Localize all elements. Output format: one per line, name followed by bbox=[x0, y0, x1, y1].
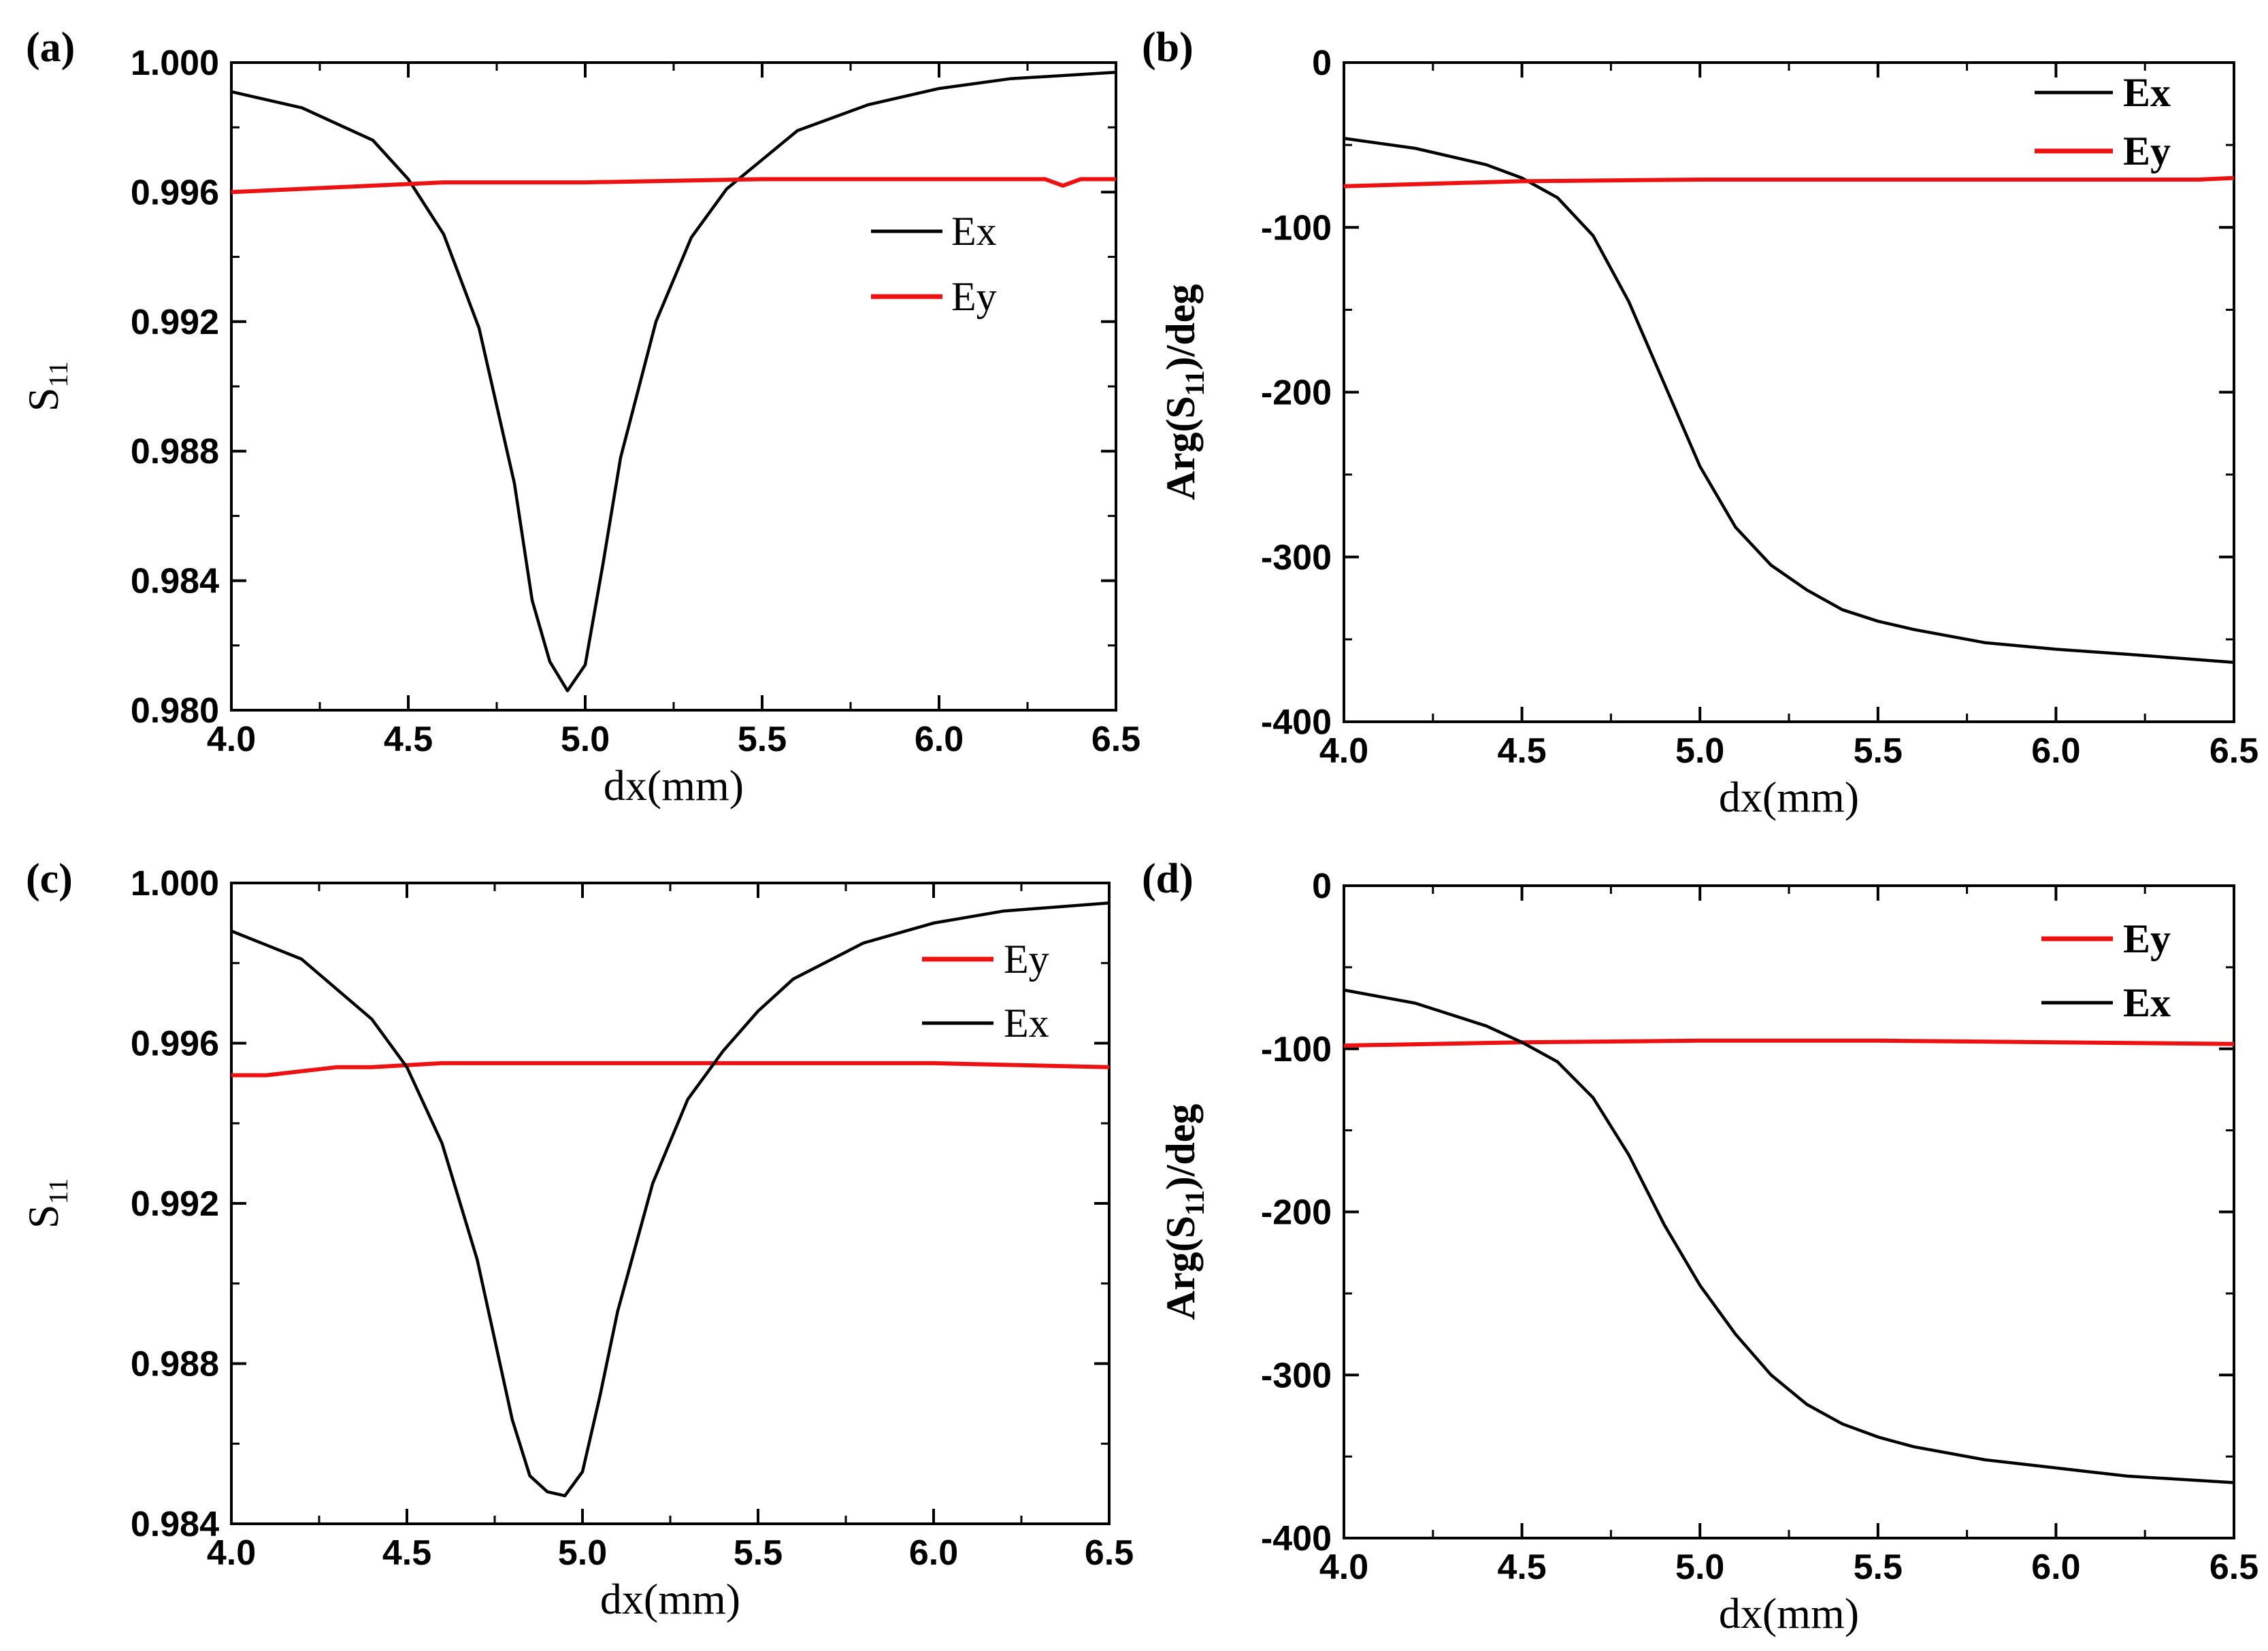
legend-label-ex: Ex bbox=[1004, 1001, 1049, 1046]
x-tick-label: 4.0 bbox=[207, 720, 256, 759]
series-line-ey bbox=[231, 1061, 1110, 1078]
y-tick-label: 0.992 bbox=[131, 303, 219, 342]
panel-d: 4.0 4.5 5.0 5.5 6.0 6.5 -400 -300 -200 -100 0 dx(mm… bbox=[1142, 856, 2258, 1637]
y-tick-label: 0.992 bbox=[131, 1184, 219, 1224]
panel-label: (b) bbox=[1142, 24, 1194, 71]
y-tick-label: -100 bbox=[1261, 208, 1332, 248]
x-tick-label: 5.0 bbox=[561, 720, 610, 759]
x-axis-title: dx(mm) bbox=[604, 761, 744, 810]
x-tick-label: 6.5 bbox=[2209, 731, 2258, 771]
series-line-ex bbox=[1343, 137, 2235, 665]
series-line-ey bbox=[1343, 1038, 2235, 1048]
x-tick-label: 5.0 bbox=[558, 1533, 607, 1573]
x-tick-label: 6.5 bbox=[2209, 1548, 2258, 1587]
y-tick-label: -100 bbox=[1261, 1030, 1332, 1069]
x-tick-label: 6.0 bbox=[2031, 731, 2080, 771]
y-tick-label: 0.984 bbox=[131, 1505, 219, 1544]
x-axis-title: dx(mm) bbox=[1719, 1589, 1859, 1637]
x-tick-label: 6.0 bbox=[2031, 1548, 2080, 1587]
legend-label-ey: Ey bbox=[2123, 129, 2171, 173]
x-axis-title: dx(mm) bbox=[600, 1575, 740, 1623]
x-tick-label: 6.0 bbox=[915, 720, 964, 759]
y-axis-title: S11 bbox=[19, 1178, 73, 1229]
x-tick-label: 4.0 bbox=[207, 1533, 256, 1573]
y-tick-label: 0.996 bbox=[131, 173, 219, 212]
plot-frame bbox=[1343, 884, 2235, 1539]
y-tick-label: -400 bbox=[1261, 1519, 1332, 1558]
y-axis-title: S11 bbox=[19, 361, 73, 412]
legend-label-ex: Ex bbox=[2123, 70, 2171, 115]
x-tick-label: 5.5 bbox=[1854, 1548, 1903, 1587]
panel-c: 4.0 4.5 5.0 5.5 6.0 6.5 0.984 0.988 0.992 0.996 1.… bbox=[19, 856, 1134, 1623]
x-tick-label: 6.5 bbox=[1085, 1533, 1134, 1573]
series-line-ex bbox=[231, 901, 1110, 1498]
plot-frame bbox=[230, 61, 1117, 712]
x-tick-label: 6.0 bbox=[909, 1533, 958, 1573]
y-tick-label: 1.000 bbox=[131, 44, 219, 83]
y-tick-label: 0.988 bbox=[131, 1345, 219, 1384]
y-tick-label: 0.980 bbox=[131, 691, 219, 731]
x-tick-label: 5.5 bbox=[1854, 731, 1903, 771]
y-tick-label: 0.988 bbox=[131, 432, 219, 471]
y-tick-label: -200 bbox=[1261, 1193, 1332, 1233]
x-tick-label: 4.5 bbox=[1497, 731, 1546, 771]
y-tick-label: -300 bbox=[1261, 1356, 1332, 1395]
y-tick-label: -200 bbox=[1261, 373, 1332, 413]
y-tick-label: 1.000 bbox=[131, 864, 219, 903]
panel-label: (a) bbox=[26, 24, 75, 71]
x-tick-label: 5.5 bbox=[738, 720, 787, 759]
x-tick-label: 5.0 bbox=[1675, 731, 1724, 771]
y-tick-label: -300 bbox=[1261, 538, 1332, 578]
x-tick-label: 6.5 bbox=[1091, 720, 1140, 759]
y-tick-label: 0.996 bbox=[131, 1024, 219, 1064]
panel-label: (c) bbox=[26, 856, 73, 902]
series-line-ex bbox=[231, 71, 1117, 693]
x-tick-label: 5.5 bbox=[734, 1533, 783, 1573]
y-tick-label: -400 bbox=[1261, 703, 1332, 742]
y-axis-title: Arg(S11)/deg bbox=[1158, 284, 1210, 501]
y-tick-label: 0 bbox=[1312, 44, 1332, 83]
x-tick-label: 4.5 bbox=[1497, 1548, 1546, 1587]
x-tick-label: 4.0 bbox=[1319, 731, 1368, 771]
legend-label-ey: Ey bbox=[951, 274, 997, 319]
y-tick-label: 0.984 bbox=[131, 562, 219, 601]
legend-label-ey: Ey bbox=[2123, 916, 2171, 961]
series-line-ey bbox=[1343, 176, 2235, 188]
panel-a: 4.0 4.5 5.0 5.5 6.0 6.5 0.980 0.984 0.988 0.992 0.… bbox=[19, 24, 1140, 810]
x-axis-title: dx(mm) bbox=[1719, 773, 1859, 821]
x-tick-label: 4.5 bbox=[382, 1533, 431, 1573]
panel-label: (d) bbox=[1142, 856, 1194, 902]
panel-b: 4.0 4.5 5.0 5.5 6.0 6.5 -400 -300 -200 -100 0 dx(mm… bbox=[1142, 24, 2258, 821]
plot-frame bbox=[230, 882, 1111, 1525]
legend-label-ey: Ey bbox=[1004, 937, 1049, 982]
series-line-ey bbox=[231, 177, 1116, 195]
series-line-ex bbox=[1343, 988, 2235, 1484]
y-tick-label: 0 bbox=[1312, 867, 1332, 906]
x-tick-label: 5.0 bbox=[1675, 1548, 1724, 1587]
x-tick-label: 4.0 bbox=[1319, 1548, 1368, 1587]
y-axis-title: Arg(S11)/deg bbox=[1158, 1104, 1210, 1320]
legend-label-ex: Ex bbox=[2123, 980, 2171, 1025]
legend-label-ex: Ex bbox=[951, 209, 997, 254]
x-tick-label: 4.5 bbox=[384, 720, 433, 759]
